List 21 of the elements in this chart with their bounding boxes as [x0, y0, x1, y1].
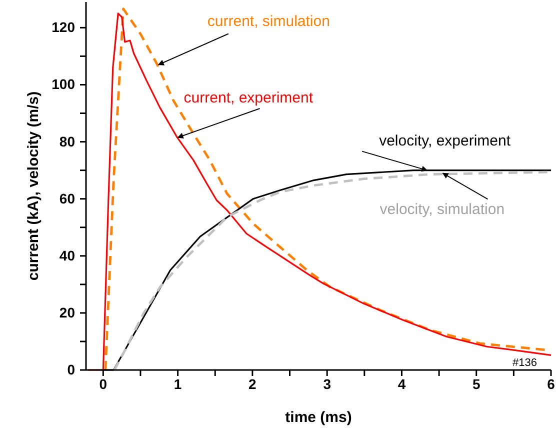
y-tick-label: 60 [59, 190, 76, 206]
annotation: velocity, experiment [379, 132, 512, 150]
x-tick-label: 1 [174, 376, 182, 392]
x-tick-label: 2 [248, 376, 257, 392]
annotation: velocity, simulation [380, 201, 505, 218]
annotation: current, simulation [207, 12, 330, 30]
y-tick-label: 120 [52, 19, 76, 36]
x-tick-label: 5 [472, 376, 480, 392]
x-tick-label: 3 [323, 376, 332, 392]
y-tick-label: 20 [59, 304, 76, 320]
x-axis-title: time (ms) [285, 409, 352, 426]
y-axis-title: current (kA), velocity (m/s) [25, 91, 42, 281]
annotation: #136 [512, 357, 537, 369]
y-tick-label: 80 [59, 133, 76, 150]
y-tick-label: 100 [52, 76, 76, 92]
y-tick-label: 40 [59, 247, 76, 264]
x-tick-label: 4 [398, 376, 406, 392]
annotation: current, experiment [184, 90, 314, 107]
x-tick-label: 6 [547, 376, 556, 392]
x-tick-label: 0 [99, 376, 108, 392]
y-tick-label: 0 [67, 361, 76, 378]
